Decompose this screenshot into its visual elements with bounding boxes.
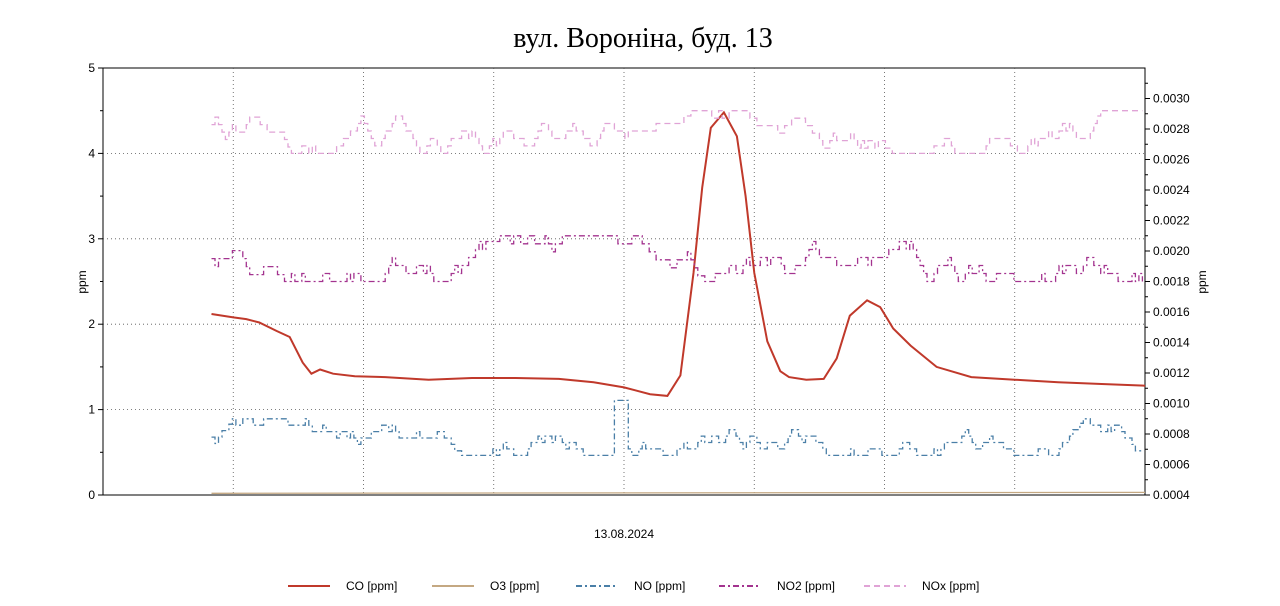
right-y-axis: 0.0004 0.0006 0.0008 0.0010 0.0012 0.0014 0.00… — [1145, 82, 1190, 502]
left-y-tick-label: 3 — [88, 232, 95, 246]
right-y-tick-label: 0.0024 — [1153, 183, 1190, 197]
left-y-tick-label: 5 — [88, 61, 95, 75]
left-y-tick-label: 4 — [88, 146, 95, 160]
left-y-tick-label: 2 — [88, 317, 95, 331]
left-y-tick-label: 0 — [88, 488, 95, 502]
right-y-tick-label: 0.0030 — [1153, 92, 1190, 106]
right-y-tick-label: 0.0018 — [1153, 275, 1190, 289]
left-y-tick-label: 1 — [88, 403, 95, 417]
right-y-tick-label: 0.0026 — [1153, 153, 1190, 167]
right-y-tick-label: 0.0006 — [1153, 458, 1190, 472]
legend-label: NO2 [ppm] — [777, 579, 835, 593]
left-y-axis: 0 1 2 3 4 5 — [88, 61, 103, 502]
series-no2-line — [211, 235, 1144, 283]
right-y-tick-label: 0.0022 — [1153, 214, 1190, 228]
right-y-tick-label: 0.0010 — [1153, 397, 1190, 411]
legend-label: NO [ppm] — [634, 579, 685, 593]
legend-label: O3 [ppm] — [490, 579, 539, 593]
right-y-tick-label: 0.0008 — [1153, 427, 1190, 441]
right-y-tick-label: 0.0016 — [1153, 305, 1190, 319]
plot-frame — [102, 67, 1146, 496]
right-y-tick-label: 0.0028 — [1153, 122, 1190, 136]
series-no-line — [211, 399, 1143, 457]
right-y-tick-label: 0.0012 — [1153, 366, 1190, 380]
right-y-tick-label: 0.0020 — [1153, 244, 1190, 258]
series-o3-line — [211, 491, 1146, 494]
series-co-line — [211, 110, 1146, 397]
series-layer — [211, 110, 1146, 494]
right-y-tick-label: 0.0004 — [1153, 488, 1190, 502]
left-y-axis-label: ppm — [75, 270, 89, 293]
right-y-axis-label: ppm — [1195, 270, 1209, 293]
legend-label: CO [ppm] — [346, 579, 397, 593]
legend-label: NOx [ppm] — [922, 579, 979, 593]
right-y-tick-label: 0.0014 — [1153, 336, 1190, 350]
legend: CO [ppm] O3 [ppm] NO [ppm] NO2 [ppm] NOx [pp… — [288, 579, 979, 593]
x-axis-label: 13.08.2024 — [594, 527, 654, 541]
chart-title: вул. Вороніна, буд. 13 — [513, 23, 773, 54]
series-nox-line — [211, 110, 1143, 155]
